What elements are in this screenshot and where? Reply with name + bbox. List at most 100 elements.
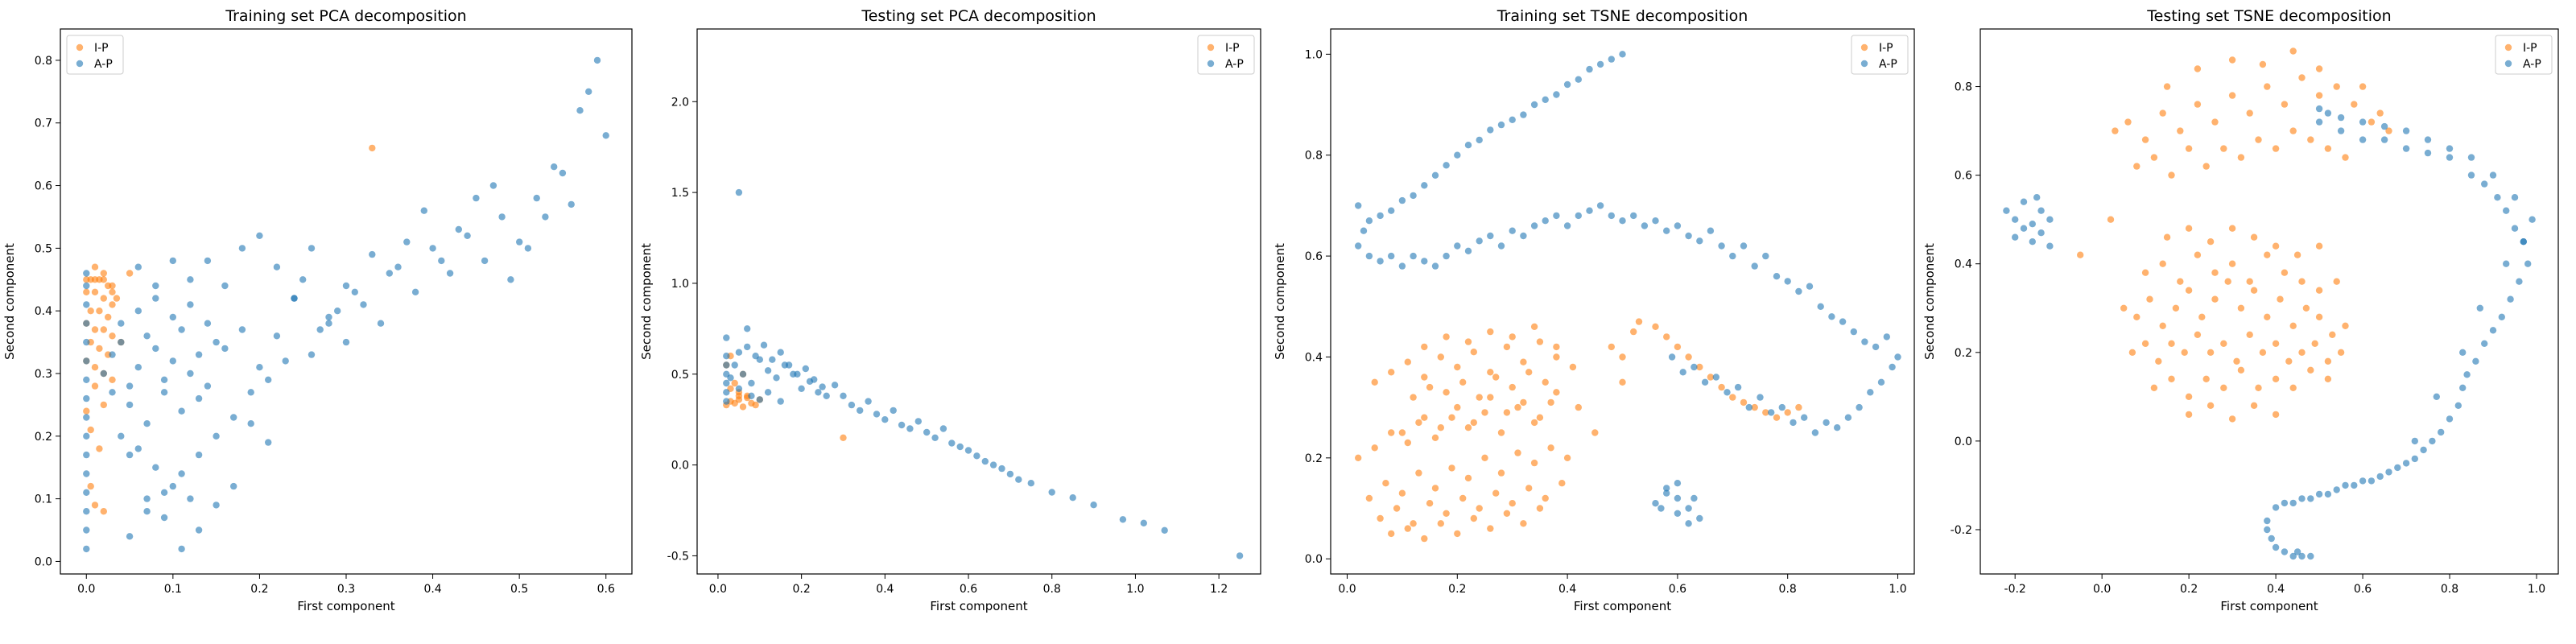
data-point [2194,251,2202,258]
data-point [1630,328,1637,336]
data-point [890,407,897,415]
data-point [1470,514,1478,522]
data-point [1724,389,1731,396]
data-point [2385,127,2392,134]
data-point [160,489,168,496]
data-point [91,288,99,295]
data-point [2315,92,2323,99]
data-point [1377,514,1384,522]
data-point [1520,520,1527,527]
data-point [1431,434,1439,441]
x-axis-label: First component [297,599,394,613]
data-point [819,383,826,390]
data-point [1431,262,1439,270]
subplot-1: Training set PCA decomposition 0.0 0.1 0.2 0… [2,7,633,613]
data-point [2207,349,2215,356]
data-point [204,382,212,390]
x-tick-label: 0.2 [250,583,268,596]
x-tick-label: 1.2 [1210,583,1228,596]
data-point [1487,328,1494,336]
data-point [2289,384,2297,391]
data-point [2351,481,2358,489]
data-point [299,276,307,283]
legend-label: I-P [2523,42,2537,55]
data-point [118,320,125,327]
data-point [1712,374,1719,381]
data-point [143,332,151,340]
data-point [2155,357,2162,365]
data-point [1015,476,1022,483]
data-point [1487,394,1494,401]
data-point [1421,414,1428,421]
series-I-P [83,144,376,515]
data-point [100,326,107,333]
data-point [2289,127,2297,134]
data-point [533,194,540,202]
x-tick-label: 0.0 [1338,583,1356,596]
data-point [1487,369,1494,376]
data-point [2233,357,2240,365]
data-point [2046,216,2054,223]
data-point [2446,145,2454,152]
x-tick-label: -0.2 [2004,583,2026,596]
data-point [1734,383,1742,391]
data-point [1410,192,1417,200]
data-point [2433,393,2440,400]
data-point [2250,402,2258,409]
data-point [1773,414,1781,421]
data-point [1520,232,1527,240]
data-point [2424,149,2432,157]
data-point [1608,212,1616,220]
data-point [2489,327,2497,334]
x-axis-label: First component [1574,599,1671,613]
data-point [1497,429,1505,436]
data-point [2333,486,2340,493]
data-point [1525,369,1533,376]
data-point [2185,393,2193,400]
data-point [1591,429,1599,436]
data-point [308,245,316,252]
data-point [1685,353,1692,361]
data-point [1481,409,1488,416]
data-point [2281,101,2289,108]
data-point [2333,83,2340,90]
data-point [748,392,755,399]
data-point [446,270,454,277]
data-point [2112,127,2119,134]
data-point [126,270,134,277]
y-tick-label: 0.5 [671,369,689,382]
data-point [1784,409,1791,416]
data-point [195,394,203,402]
data-point [1404,358,1412,365]
series-A-P [723,188,1244,559]
data-point [848,401,856,409]
data-point [126,382,134,390]
data-point [731,379,738,387]
data-point [2272,145,2280,152]
data-point [273,332,281,340]
data-point [1404,439,1412,447]
data-point [118,432,125,440]
data-point [1421,258,1428,265]
x-tick-label: 0.8 [2441,583,2458,596]
data-point [1784,278,1791,285]
data-point [2259,60,2267,68]
data-point [109,332,116,340]
data-point [1553,353,1560,361]
data-point [126,451,134,459]
data-point [1454,403,1461,411]
data-point [83,301,90,308]
data-point [898,421,906,429]
data-point [865,398,872,405]
data-point [2293,251,2301,258]
data-point [2168,375,2175,382]
data-point [2368,118,2376,126]
data-point [2529,216,2536,223]
y-axis-label: Second component [2,243,17,360]
data-point [1790,419,1797,427]
data-point [238,245,246,252]
data-point [2185,145,2193,152]
data-point [1048,489,1055,496]
data-point [2498,313,2505,320]
data-point [429,245,436,252]
